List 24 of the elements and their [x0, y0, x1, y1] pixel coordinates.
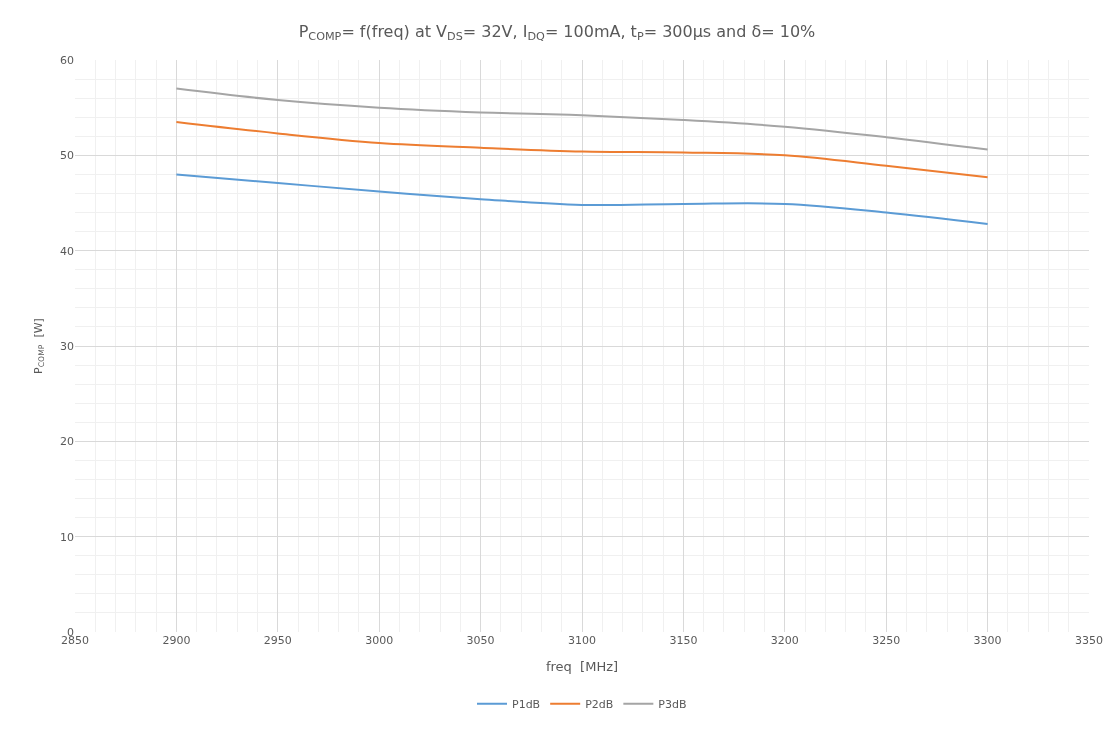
x-tick-label: 3050: [466, 634, 495, 647]
legend-label: P1dB: [512, 697, 541, 711]
line-series: [175, 173, 989, 225]
y-tick-label: 60: [60, 53, 74, 67]
x-tick-label: 3250: [872, 634, 901, 647]
y-tick-label: 40: [60, 244, 74, 258]
legend-label: P2dB: [585, 697, 614, 711]
x-axis-title: freq [MHz]: [545, 658, 619, 674]
y-tick-label: 10: [60, 530, 74, 544]
legend-label: P3dB: [658, 697, 687, 711]
x-tick-label: 3100: [568, 634, 596, 647]
line-series: [175, 87, 989, 151]
x-tick-label: 3000: [365, 634, 394, 647]
x-tick-label: 2900: [162, 634, 191, 647]
x-tick-label: 3200: [770, 634, 799, 647]
x-tick-label: 3150: [669, 634, 698, 647]
x-tick-label: 3300: [973, 634, 1002, 647]
y-tick-label: 50: [60, 149, 74, 163]
y-tick-label: 20: [60, 435, 74, 449]
line-series: [175, 120, 989, 179]
x-tick-label: 3350: [1075, 634, 1103, 647]
y-tick-label: 30: [60, 339, 74, 353]
x-tick-label: 2950: [263, 634, 292, 647]
chart-title: P$_{COMP}$= f(freq) at V$_{DS}$= 32V, I$_{DQ}$= 100mA, t$_{P}$= 300µs and δ= 10%: [298, 21, 816, 44]
